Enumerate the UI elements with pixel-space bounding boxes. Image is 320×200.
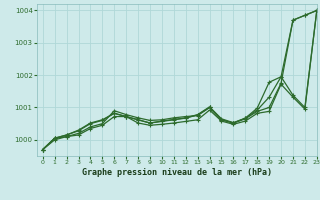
X-axis label: Graphe pression niveau de la mer (hPa): Graphe pression niveau de la mer (hPa) — [82, 168, 272, 177]
